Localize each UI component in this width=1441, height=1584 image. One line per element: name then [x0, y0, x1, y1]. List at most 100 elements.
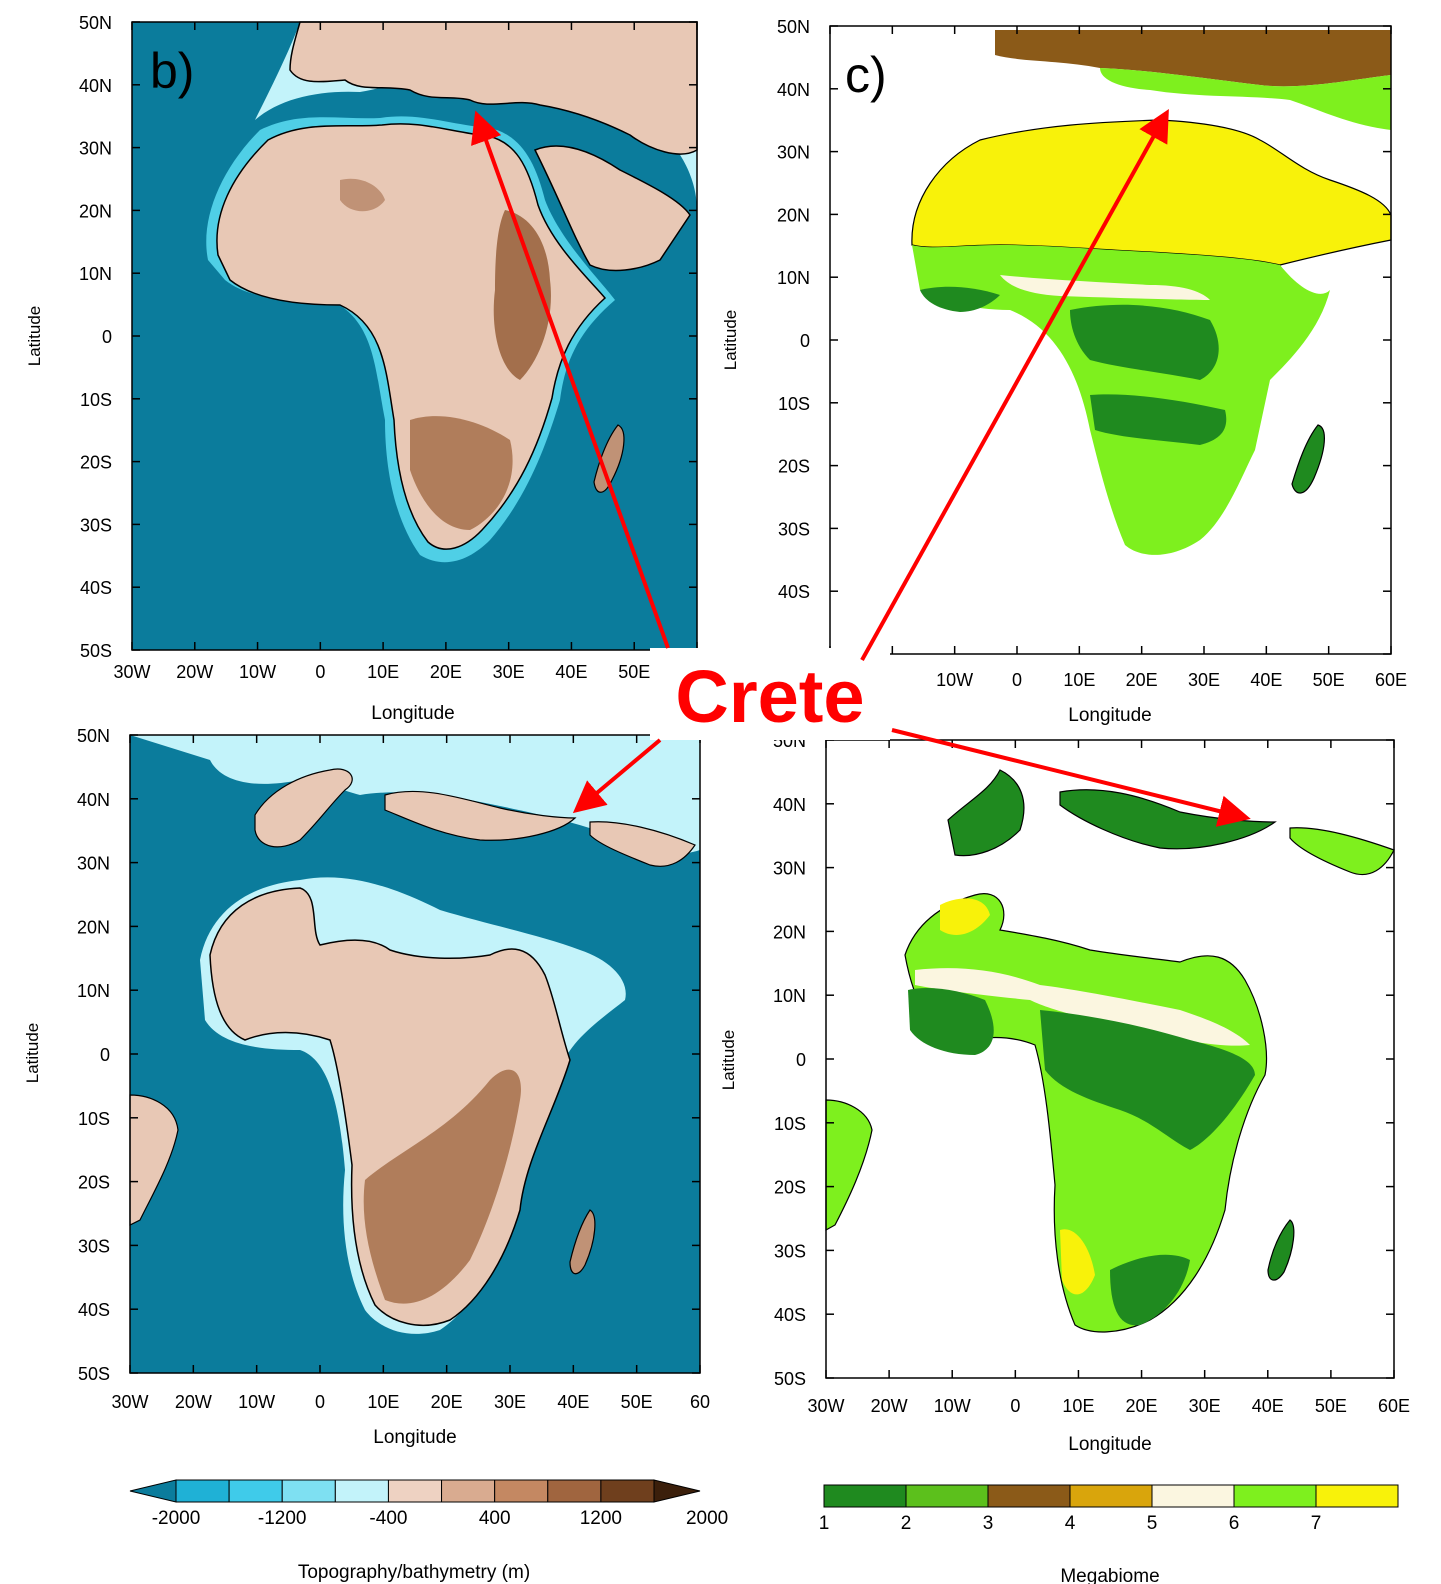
lat-tick-label: 0 [796, 1050, 806, 1070]
colorbar-megabiome-label: 6 [1229, 1513, 1240, 1534]
lon-tick-label: 30W [113, 662, 150, 682]
panel-e-east-island [1289, 827, 1395, 876]
lat-tick-label: 50N [79, 13, 112, 33]
panel-b: b) 50N 40N 30N 20N 10N 0 10S 20S 30S 40S 50S 30W 20… [25, 13, 698, 724]
lon-tick-label: 20W [176, 662, 213, 682]
colorbar-topography: -2000 -1200 -400 400 1200 2000 Topography/bat… [129, 1479, 729, 1583]
lon-tick-label: 10W [934, 1396, 971, 1416]
colorbar-topography-cell [441, 1479, 496, 1503]
lon-tick-label: 50E [618, 662, 650, 682]
lon-tick-label: 50E [621, 1392, 653, 1412]
colorbar-megabiome-cell [823, 1484, 907, 1508]
colorbar-topography-cell [334, 1479, 389, 1503]
colorbar-megabiome-cell [1069, 1484, 1153, 1508]
lat-tick-label: 10N [79, 264, 112, 284]
panel-e-north-africa-green [904, 893, 1268, 1333]
crete-label-background [650, 648, 890, 740]
lon-tick-label: 10W [239, 662, 276, 682]
panel-b-madagascar [593, 424, 625, 493]
colorbar-topography-label: -400 [369, 1508, 407, 1529]
lat-tick-label: 30N [773, 859, 806, 879]
lon-tick-label: 10E [367, 1392, 399, 1412]
panel-d-madagascar [569, 1209, 596, 1275]
lat-tick-label: 30S [778, 519, 810, 539]
panel-e-europe-island-1 [947, 769, 1025, 857]
panel-c-rainforest-central [1070, 304, 1219, 380]
lon-tick-label: 0 [315, 662, 325, 682]
crete-arrow-e [891, 728, 1251, 827]
panel-b-southern-highlands [410, 416, 513, 530]
colorbar-megabiome-label: 1 [819, 1513, 830, 1534]
lat-tick-label: 0 [102, 327, 112, 347]
lat-tick-label: 10N [77, 981, 110, 1001]
colorbar-megabiome-label: 2 [901, 1513, 912, 1534]
panel-b-saharan-massif [340, 178, 385, 212]
crete-arrow-c [860, 109, 1169, 661]
crete-arrow-d [572, 738, 662, 814]
lon-tick-label: 20E [1126, 670, 1158, 690]
lon-tick-label: 10W [238, 1392, 275, 1412]
lat-tick-label: 10S [774, 1114, 806, 1134]
lat-tick-label: 20S [78, 1173, 110, 1193]
lat-tick-label: 50N [77, 726, 110, 746]
lon-tick-label: 40E [557, 1392, 589, 1412]
colorbar-megabiome-label: 5 [1147, 1513, 1158, 1534]
panel-e-yellow-patch [940, 898, 990, 935]
lon-tick-label: 20W [871, 1396, 908, 1416]
panel-c-label: c) [845, 47, 887, 103]
lon-tick-label: 60 [690, 1392, 710, 1412]
colorbar-topography-cells [129, 1479, 701, 1503]
lon-tick-label: 30E [1189, 1396, 1221, 1416]
panel-d-xlabel: Longitude [373, 1427, 456, 1448]
panel-c-savanna-band [1000, 275, 1210, 300]
colorbar-topography-cell [600, 1479, 655, 1503]
panel-c-xlabel: Longitude [1068, 705, 1151, 726]
lat-tick-label: 20S [778, 457, 810, 477]
lat-tick-label: 10N [777, 268, 810, 288]
colorbar-topography-cell-high [653, 1479, 701, 1503]
panel-e-forest-south [1110, 1254, 1190, 1326]
panel-e-xlabel: Longitude [1068, 1434, 1151, 1455]
crete-label: Crete [675, 655, 864, 738]
lat-tick-label: 30N [777, 143, 810, 163]
panel-d-tethys-shelf [130, 735, 700, 855]
lon-tick-label: 10E [1063, 670, 1095, 690]
lon-tick-label: 40E [1250, 670, 1282, 690]
lon-tick-label: 30W [807, 1396, 844, 1416]
colorbar-topography-labels: -2000 -1200 -400 400 1200 2000 [152, 1508, 729, 1529]
lon-tick-label: 20E [431, 1392, 463, 1412]
panel-c-europe-green [1100, 68, 1391, 130]
lat-tick-label: 30N [77, 854, 110, 874]
lon-tick-label: 10E [367, 662, 399, 682]
panel-e-madagascar [1267, 1219, 1295, 1281]
crete-annotation: Crete [471, 109, 1251, 827]
lon-tick-label: 20W [175, 1392, 212, 1412]
colorbar-megabiome-label: 4 [1065, 1513, 1076, 1534]
panel-d-west-landmass [129, 1094, 179, 1226]
panel-d-europe-island-1 [254, 768, 353, 848]
lat-tick-label: 20N [773, 922, 806, 942]
lat-tick-label: 20N [777, 205, 810, 225]
panel-e-savanna-band [915, 968, 1250, 1046]
lat-tick-label: 40N [77, 790, 110, 810]
panel-b-xlabel: Longitude [371, 703, 454, 724]
panel-d: 50N 40N 30N 20N 10N 0 10S 20S 30S 40S 50S 30W 20W 10… [23, 726, 710, 1448]
colorbar-topography-label: 400 [479, 1508, 511, 1529]
lat-tick-label: 20S [80, 453, 112, 473]
panel-d-lon-ticks: 30W 20W 10W 0 10E 20E 30E 40E 50E 60 [111, 735, 710, 1412]
lat-tick-label: 30S [80, 515, 112, 535]
colorbar-megabiome-label: 7 [1311, 1513, 1322, 1534]
colorbar-topography-title: Topography/bathymetry (m) [298, 1562, 530, 1583]
colorbar-topography-cell-low [129, 1479, 177, 1503]
lat-tick-label: 30N [79, 139, 112, 159]
colorbar-megabiome-title: Megabiome [1060, 1566, 1159, 1584]
lat-tick-label: 40N [777, 80, 810, 100]
lon-tick-label: 60E [1378, 1396, 1410, 1416]
lon-tick-label: 10E [1062, 1396, 1094, 1416]
panel-e-west-landmass [825, 1099, 873, 1232]
lat-tick-label: 10S [78, 1109, 110, 1129]
lat-tick-label: 30S [78, 1236, 110, 1256]
lat-tick-label: 0 [800, 331, 810, 351]
